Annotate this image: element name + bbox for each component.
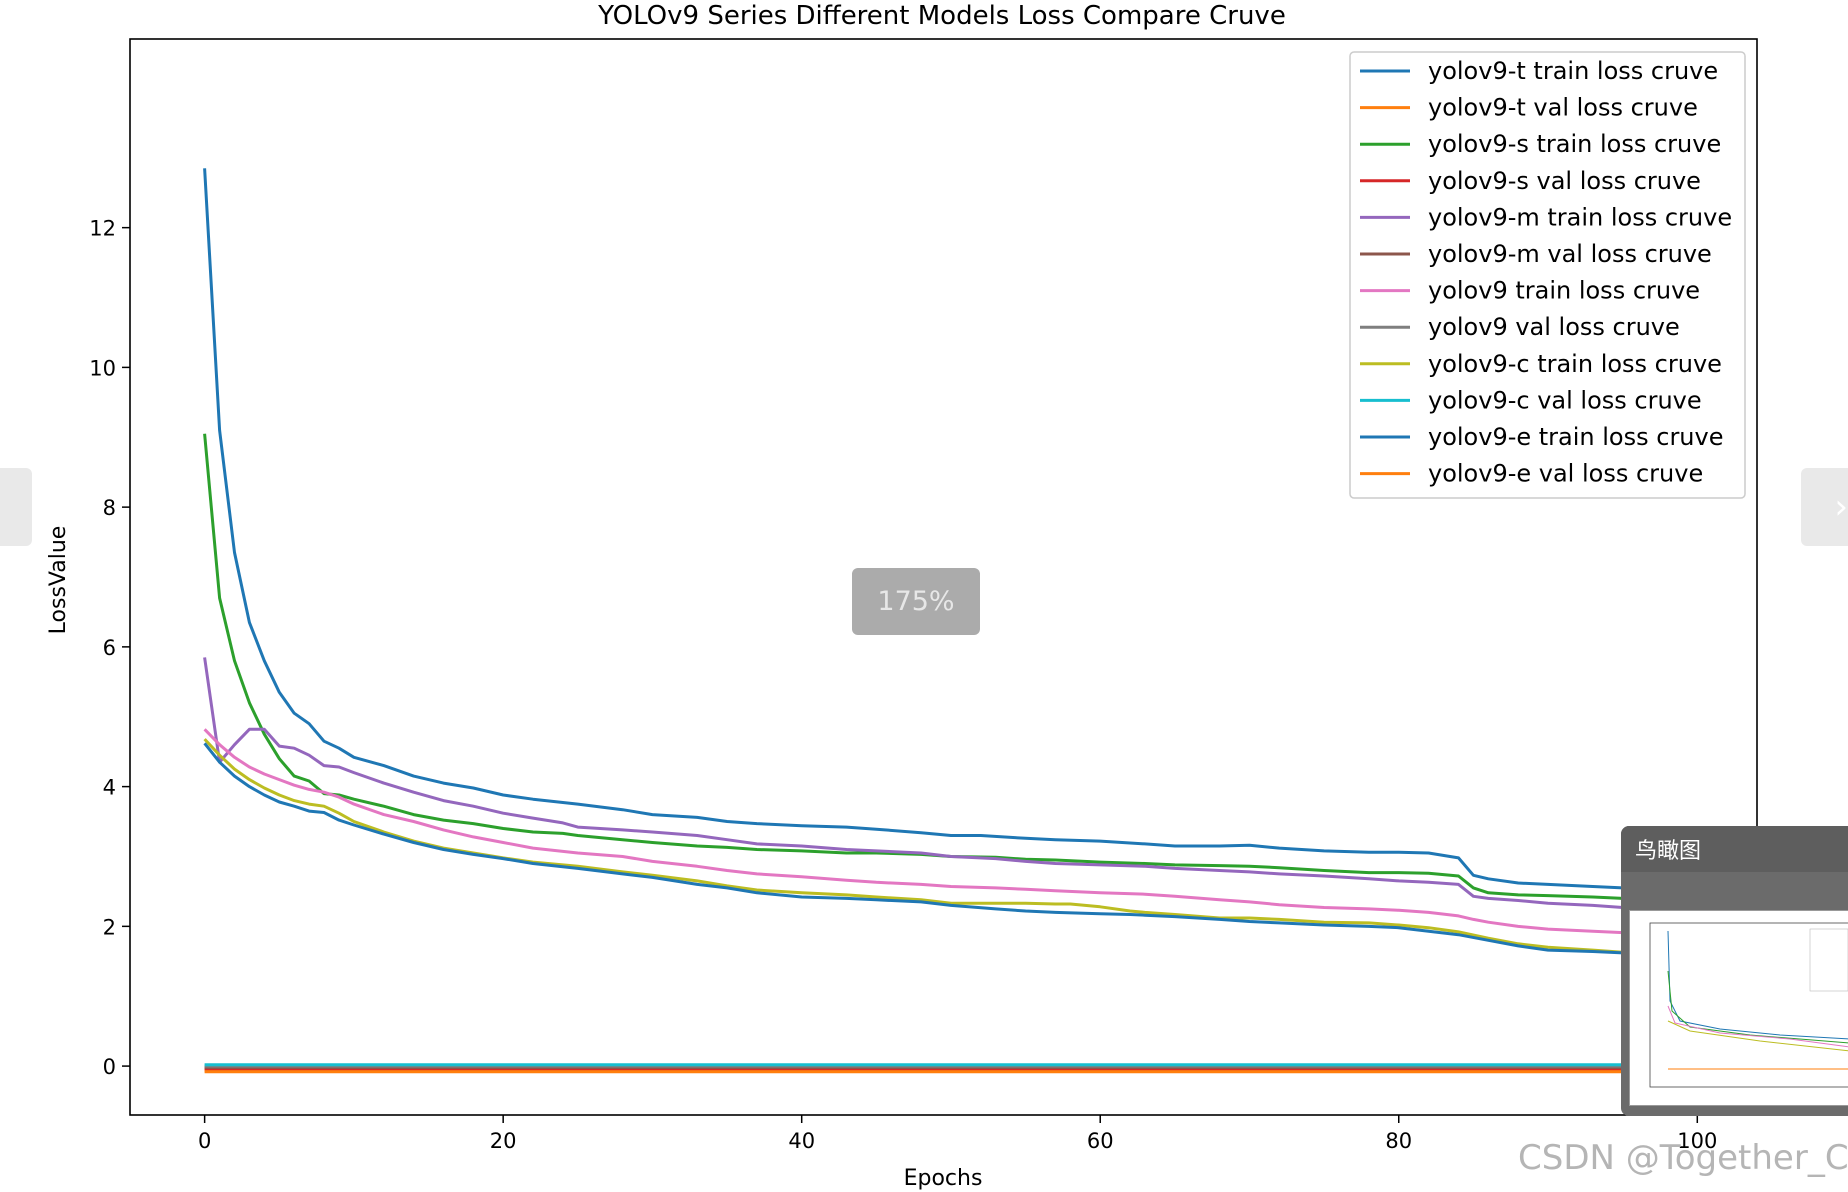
legend-label: yolov9 train loss cruve bbox=[1428, 277, 1700, 305]
x-tick-label: 40 bbox=[788, 1129, 815, 1153]
chevron-right-icon: › bbox=[1834, 487, 1848, 527]
x-tick-label: 100 bbox=[1677, 1129, 1717, 1153]
y-tick-label: 10 bbox=[89, 356, 116, 380]
series-line-2 bbox=[203, 433, 1683, 902]
series-line-6 bbox=[203, 728, 1683, 936]
x-tick-label: 20 bbox=[490, 1129, 517, 1153]
birdseye-title: 鸟瞰图 bbox=[1621, 826, 1848, 872]
legend-label: yolov9-t val loss cruve bbox=[1428, 94, 1698, 122]
y-tick-label: 6 bbox=[103, 636, 116, 660]
thumbnail-image bbox=[1649, 922, 1848, 1088]
legend-label: yolov9-m val loss cruve bbox=[1428, 240, 1712, 268]
legend-label: yolov9-s train loss cruve bbox=[1428, 130, 1721, 158]
x-tick-label: 80 bbox=[1385, 1129, 1412, 1153]
legend: yolov9-t train loss cruve yolov9-t val lo… bbox=[1349, 51, 1746, 499]
plot-area: 0 20 40 60 80 100 0 2 4 6 8 10 12 bbox=[89, 38, 1758, 1153]
legend-label: yolov9-t train loss cruve bbox=[1428, 57, 1718, 85]
x-axis-ticks: 0 20 40 60 80 100 bbox=[198, 1115, 1717, 1153]
legend-box bbox=[1349, 51, 1746, 499]
watermark: CSDN @Together_CZ bbox=[1518, 1138, 1848, 1178]
next-image-button[interactable]: › bbox=[1801, 468, 1848, 546]
y-tick-label: 0 bbox=[103, 1055, 116, 1079]
y-tick-label: 4 bbox=[103, 776, 116, 800]
legend-label: yolov9 val loss cruve bbox=[1428, 313, 1680, 341]
legend-label: yolov9-s val loss cruve bbox=[1428, 167, 1701, 195]
legend-label: yolov9-e train loss cruve bbox=[1428, 423, 1724, 451]
birdseye-panel[interactable]: 鸟瞰图 bbox=[1621, 826, 1848, 1116]
x-tick-label: 60 bbox=[1087, 1129, 1114, 1153]
legend-label: yolov9-e val loss cruve bbox=[1428, 460, 1703, 488]
y-tick-label: 8 bbox=[103, 496, 116, 520]
y-axis-ticks: 0 2 4 6 8 10 12 bbox=[89, 217, 130, 1079]
x-tick-label: 0 bbox=[198, 1129, 211, 1153]
y-tick-label: 2 bbox=[103, 915, 116, 939]
series-line-10 bbox=[203, 742, 1683, 958]
birdseye-thumbnail[interactable] bbox=[1629, 910, 1848, 1106]
x-axis-label: Epochs bbox=[904, 1166, 983, 1191]
legend-label: yolov9-m train loss cruve bbox=[1428, 203, 1732, 231]
legend-label: yolov9-c val loss cruve bbox=[1428, 386, 1702, 414]
zoom-level-badge: 175% bbox=[852, 568, 980, 635]
series-lines bbox=[203, 168, 1683, 1074]
y-axis-label: LossValue bbox=[46, 526, 71, 635]
plot-frame bbox=[129, 38, 1758, 1116]
series-line-0 bbox=[203, 168, 1683, 891]
legend-label: yolov9-c train loss cruve bbox=[1428, 350, 1722, 378]
previous-image-button[interactable] bbox=[0, 468, 32, 546]
chart-title: YOLOv9 Series Different Models Loss Comp… bbox=[597, 1, 1286, 31]
y-tick-label: 12 bbox=[89, 217, 116, 241]
series-line-8 bbox=[203, 738, 1683, 956]
series-line-4 bbox=[203, 657, 1683, 912]
